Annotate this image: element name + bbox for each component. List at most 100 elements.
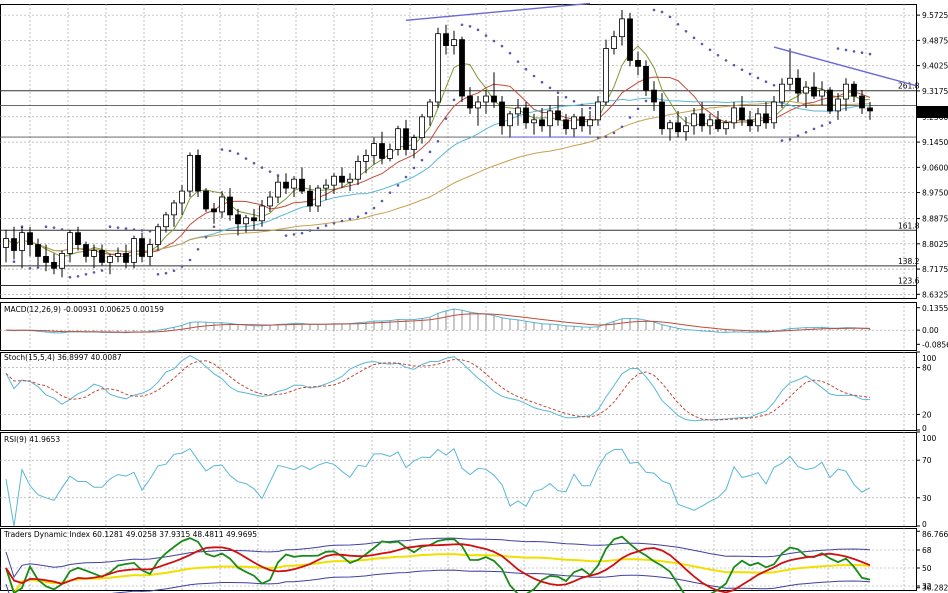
osc-tick-label: 100 bbox=[922, 354, 937, 363]
sar-dot bbox=[844, 48, 848, 52]
candle-body bbox=[483, 95, 489, 103]
candle-body bbox=[75, 232, 81, 245]
panel-frame-stoch bbox=[0, 352, 917, 431]
candle-body bbox=[723, 122, 729, 130]
rsi-panel bbox=[0, 447, 916, 527]
sar-dot bbox=[260, 166, 264, 169]
sar-dot bbox=[604, 135, 608, 139]
candle-body bbox=[739, 107, 745, 121]
panel-frame-tdi bbox=[0, 528, 917, 591]
candle-body bbox=[555, 110, 561, 121]
panel-frame-macd bbox=[0, 302, 917, 351]
sar-dot bbox=[212, 225, 216, 229]
sar-dot bbox=[428, 150, 432, 154]
candle-body bbox=[539, 119, 545, 127]
sar-dot bbox=[132, 228, 136, 231]
sar-dot bbox=[732, 63, 736, 67]
candle-body bbox=[811, 86, 817, 97]
candle-body bbox=[587, 119, 593, 127]
candle-body bbox=[139, 238, 145, 257]
sar-dot bbox=[156, 272, 160, 276]
sar-dot bbox=[164, 271, 168, 275]
candle-body bbox=[467, 95, 473, 109]
candle-body bbox=[579, 116, 585, 127]
candle-body bbox=[499, 101, 505, 127]
sar-dot bbox=[476, 28, 480, 32]
sar-dot bbox=[172, 269, 176, 273]
sar-dot bbox=[228, 149, 232, 153]
sar-dot bbox=[100, 269, 104, 272]
candle-body bbox=[123, 253, 129, 263]
candle-body bbox=[451, 39, 457, 46]
candle-body bbox=[59, 253, 65, 269]
candle-body bbox=[291, 178, 297, 189]
price-tick-label: 9.0600 bbox=[922, 163, 948, 172]
sar-dot bbox=[492, 39, 496, 43]
sar-dot bbox=[620, 125, 624, 129]
candle-body bbox=[195, 155, 201, 192]
sar-dot bbox=[484, 34, 488, 37]
candle-body bbox=[755, 113, 761, 127]
candle-body bbox=[443, 33, 449, 46]
candle-body bbox=[243, 217, 249, 225]
tdi-yellow-line bbox=[5, 553, 871, 593]
sar-dot bbox=[516, 60, 520, 63]
candle-body bbox=[107, 256, 113, 263]
stochastic-panel bbox=[0, 355, 916, 422]
sar-dot bbox=[52, 226, 56, 229]
candle-body bbox=[595, 101, 601, 121]
candle-body bbox=[843, 83, 849, 100]
sar-dot bbox=[724, 59, 728, 62]
sar-dot bbox=[652, 8, 656, 12]
osc-tick-label: 0 bbox=[922, 424, 927, 433]
sar-dot bbox=[324, 224, 328, 227]
candle-body bbox=[459, 39, 465, 97]
candle-body bbox=[571, 116, 577, 130]
price-tick-label: 8.9750 bbox=[922, 189, 948, 198]
tdi-green-line bbox=[5, 535, 871, 593]
sar-dot bbox=[44, 225, 48, 229]
candle-body bbox=[619, 18, 625, 38]
sar-dot bbox=[684, 29, 688, 33]
fib-level-label: 123.6 bbox=[898, 277, 920, 286]
candle-body bbox=[347, 178, 353, 183]
candle-body bbox=[83, 244, 89, 257]
candle-body bbox=[323, 184, 329, 189]
sar-dot bbox=[636, 107, 640, 111]
sar-dot bbox=[252, 161, 256, 165]
sar-dot bbox=[84, 272, 88, 276]
sar-dot bbox=[468, 25, 472, 28]
candle-body bbox=[731, 107, 737, 124]
sar-dot bbox=[364, 211, 368, 215]
candle-body bbox=[627, 18, 633, 61]
sar-dot bbox=[268, 170, 272, 173]
candle-body bbox=[163, 214, 169, 228]
candle-body bbox=[691, 113, 697, 127]
sar-dot bbox=[76, 274, 80, 278]
candle-body bbox=[3, 238, 9, 248]
candle-body bbox=[211, 208, 217, 213]
sar-dot bbox=[12, 260, 16, 264]
sar-dot bbox=[748, 72, 752, 76]
sar-dot bbox=[804, 130, 808, 134]
price-tick-label: 8.8875 bbox=[922, 215, 948, 224]
price-tick-label: 9.4025 bbox=[922, 62, 948, 71]
sar-dot bbox=[140, 229, 144, 232]
osc-tick-label: 0.13553 bbox=[922, 304, 948, 313]
candle-body bbox=[267, 196, 273, 207]
sar-dot bbox=[60, 228, 64, 231]
sar-dot bbox=[756, 76, 760, 80]
current-price-label: 9.2464 bbox=[920, 108, 946, 117]
candle-body bbox=[99, 250, 105, 263]
candle-body bbox=[547, 110, 553, 127]
sar-dot bbox=[180, 265, 184, 268]
sar-dot bbox=[308, 229, 312, 232]
sar-dot bbox=[740, 68, 744, 72]
osc-tick-label: 0 bbox=[922, 520, 927, 529]
grid-lines bbox=[0, 4, 917, 591]
panel-frame-rsi bbox=[0, 432, 917, 527]
sar-dot bbox=[204, 235, 208, 239]
candle-body bbox=[155, 226, 161, 245]
sar-dot bbox=[660, 10, 664, 14]
osc-tick-label: 68 bbox=[922, 546, 932, 555]
